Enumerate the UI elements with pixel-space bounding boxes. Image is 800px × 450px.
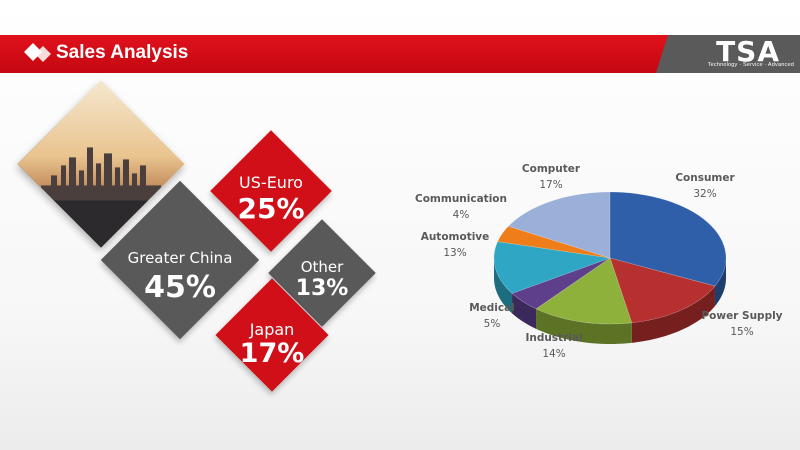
- pie-label-value: 4%: [452, 209, 470, 221]
- greater-china-label: Greater China: [127, 249, 233, 267]
- pie-label-name: Industrial: [525, 332, 583, 344]
- pie-label-medical: Medical 5%: [442, 302, 542, 330]
- greater-china-value: 45%: [144, 270, 216, 305]
- title-diamond-icon: [24, 43, 51, 62]
- pie-slice-communication: [497, 225, 611, 259]
- pie-label-value: 32%: [693, 188, 717, 200]
- pie-label-communication: Communication 4%: [411, 193, 511, 221]
- other-label: Other: [300, 258, 344, 276]
- pie-label-industrial: Industrial 14%: [504, 332, 604, 360]
- pie-slice-industrial: [535, 257, 633, 325]
- pie-label-name: Consumer: [675, 172, 735, 184]
- pie-label-automotive: Automotive 13%: [405, 231, 505, 259]
- us-euro-value: 25%: [237, 192, 305, 225]
- pie-label-value: 13%: [443, 247, 467, 259]
- page-title: Sales Analysis: [56, 42, 189, 63]
- japan-value: 17%: [239, 338, 305, 369]
- pie-label-value: 14%: [542, 348, 566, 360]
- pie-slice-consumer: [609, 191, 727, 287]
- company-logo: TSA Technology · Service · Advanced: [656, 35, 800, 73]
- japan-label: Japan: [249, 320, 295, 339]
- pie-label-power-supply: Power Supply 15%: [692, 310, 792, 338]
- pie-label-name: Power Supply: [701, 310, 783, 322]
- pie-label-name: Communication: [415, 193, 507, 205]
- pie-slice-automotive: [493, 241, 611, 294]
- us-euro-label: US-Euro: [239, 173, 303, 192]
- other-value: 13%: [295, 276, 349, 301]
- pie-label-computer: Computer 17%: [501, 163, 601, 191]
- pie-label-value: 15%: [730, 326, 754, 338]
- pie-slice-computer: [507, 191, 611, 259]
- pie-label-name: Medical: [469, 302, 515, 314]
- logo-tagline: Technology · Service · Advanced: [707, 62, 794, 68]
- pie-side-consumer: [714, 258, 726, 307]
- pie-label-name: Computer: [521, 163, 581, 175]
- logo-text: TSA: [716, 35, 780, 68]
- pie-label-value: 5%: [483, 318, 501, 330]
- pie-label-consumer: Consumer 32%: [655, 172, 755, 200]
- pie-label-value: 17%: [539, 179, 563, 191]
- pie-label-name: Automotive: [420, 231, 490, 243]
